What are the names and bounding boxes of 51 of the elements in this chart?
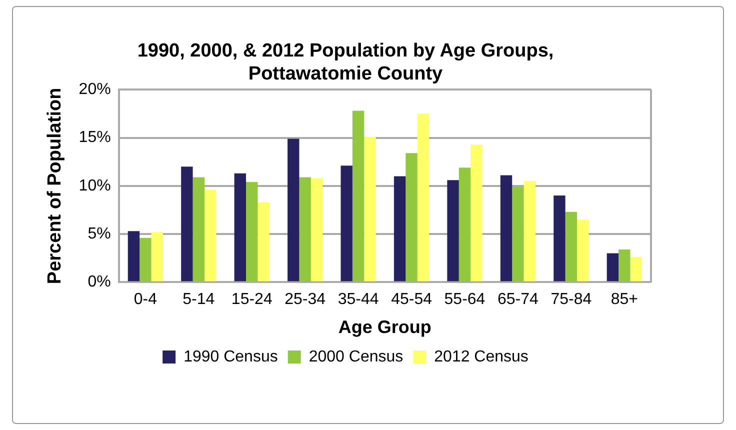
bar	[192, 177, 205, 282]
bar	[554, 196, 566, 282]
x-tick-label: 0-4	[134, 291, 158, 308]
bar	[417, 114, 430, 282]
x-tick-label: 85+	[610, 291, 638, 308]
y-tick-label: 5%	[88, 225, 111, 242]
bar	[340, 166, 352, 282]
x-tick-label: 75-84	[550, 291, 592, 308]
y-axis-title: Percent of Population	[44, 88, 66, 284]
legend-label: 1990 Census	[184, 348, 278, 366]
x-tick-label: 25-34	[284, 291, 326, 308]
x-tick-label: 45-54	[391, 291, 432, 308]
bar	[246, 182, 258, 282]
x-tick-label: 55-64	[444, 291, 486, 308]
y-tick-label: 0%	[88, 274, 111, 291]
x-tick-label: 65-74	[497, 291, 539, 308]
x-tick-label: 5-14	[182, 291, 215, 308]
bar	[364, 136, 376, 282]
chart-title: 1990, 2000, & 2012 Population by Age Groups, Pottawatomie County	[137, 40, 554, 84]
bar	[630, 257, 642, 282]
bar	[470, 144, 482, 282]
bar	[406, 153, 418, 282]
bar	[352, 110, 364, 282]
bar	[299, 177, 311, 282]
bar	[394, 176, 406, 282]
bar	[524, 181, 536, 282]
bar	[565, 212, 578, 282]
x-axis-title: Age Group	[338, 317, 432, 338]
y-tick-label: 10%	[78, 177, 111, 194]
bar	[310, 178, 323, 282]
bar	[577, 220, 589, 282]
bar	[151, 232, 163, 282]
bar	[204, 190, 216, 282]
bar	[618, 249, 630, 282]
bar	[288, 138, 300, 282]
bar	[258, 202, 270, 282]
bar	[458, 168, 471, 282]
x-tick-label: 35-44	[338, 291, 379, 308]
bar	[512, 186, 524, 282]
bar	[181, 166, 193, 282]
legend-label: 2012 Census	[434, 348, 528, 366]
bar	[128, 231, 140, 282]
x-tick-label: 15-24	[231, 291, 272, 308]
legend-label: 2000 Census	[308, 348, 404, 366]
bar	[447, 180, 459, 282]
bar	[140, 238, 152, 282]
y-tick-label: 20%	[78, 81, 111, 98]
bar	[500, 175, 512, 282]
bar	[234, 173, 246, 282]
bar	[606, 253, 619, 282]
y-tick-label: 15%	[78, 129, 111, 146]
